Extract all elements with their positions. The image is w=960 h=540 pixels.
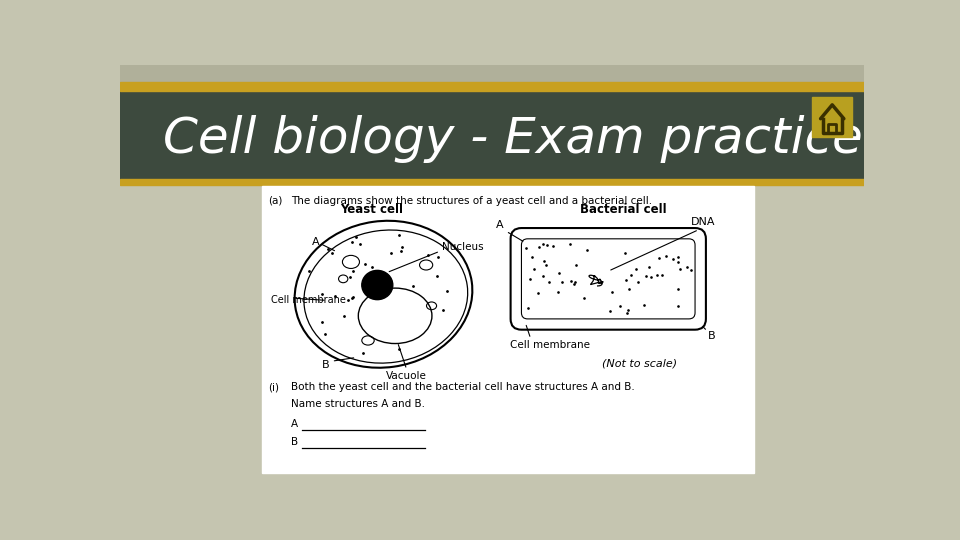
Text: Name structures A and B.: Name structures A and B. bbox=[291, 399, 425, 409]
Ellipse shape bbox=[362, 271, 393, 300]
Bar bbox=[120, 82, 864, 91]
Text: Both the yeast cell and the bacterial cell have structures A and B.: Both the yeast cell and the bacterial ce… bbox=[291, 382, 635, 392]
Text: Cell membrane: Cell membrane bbox=[271, 295, 346, 306]
Text: (a): (a) bbox=[268, 195, 282, 206]
Bar bbox=[120, 179, 864, 185]
Text: Bacterial cell: Bacterial cell bbox=[581, 204, 667, 217]
Text: A: A bbox=[291, 419, 299, 429]
Text: B: B bbox=[291, 437, 299, 448]
Bar bbox=[262, 186, 754, 473]
FancyBboxPatch shape bbox=[511, 228, 706, 330]
Text: Cell biology - Exam practice: Cell biology - Exam practice bbox=[162, 116, 862, 164]
Text: Cell membrane: Cell membrane bbox=[510, 340, 589, 350]
Ellipse shape bbox=[358, 288, 432, 343]
Text: A: A bbox=[311, 237, 319, 247]
Bar bbox=[120, 65, 864, 82]
Text: B: B bbox=[322, 360, 329, 370]
Text: Vacuole: Vacuole bbox=[386, 372, 427, 381]
Text: The diagrams show the structures of a yeast cell and a bacterial cell.: The diagrams show the structures of a ye… bbox=[291, 195, 653, 206]
Text: Yeast cell: Yeast cell bbox=[341, 204, 403, 217]
Text: A: A bbox=[496, 220, 504, 230]
Text: Nucleus: Nucleus bbox=[442, 241, 483, 252]
Ellipse shape bbox=[295, 221, 472, 368]
Text: DNA: DNA bbox=[690, 217, 715, 227]
Bar bbox=[812, 97, 852, 137]
Bar bbox=[120, 91, 864, 182]
Text: (Not to scale): (Not to scale) bbox=[602, 359, 677, 369]
Text: B: B bbox=[708, 331, 716, 341]
Text: (i): (i) bbox=[268, 382, 279, 392]
